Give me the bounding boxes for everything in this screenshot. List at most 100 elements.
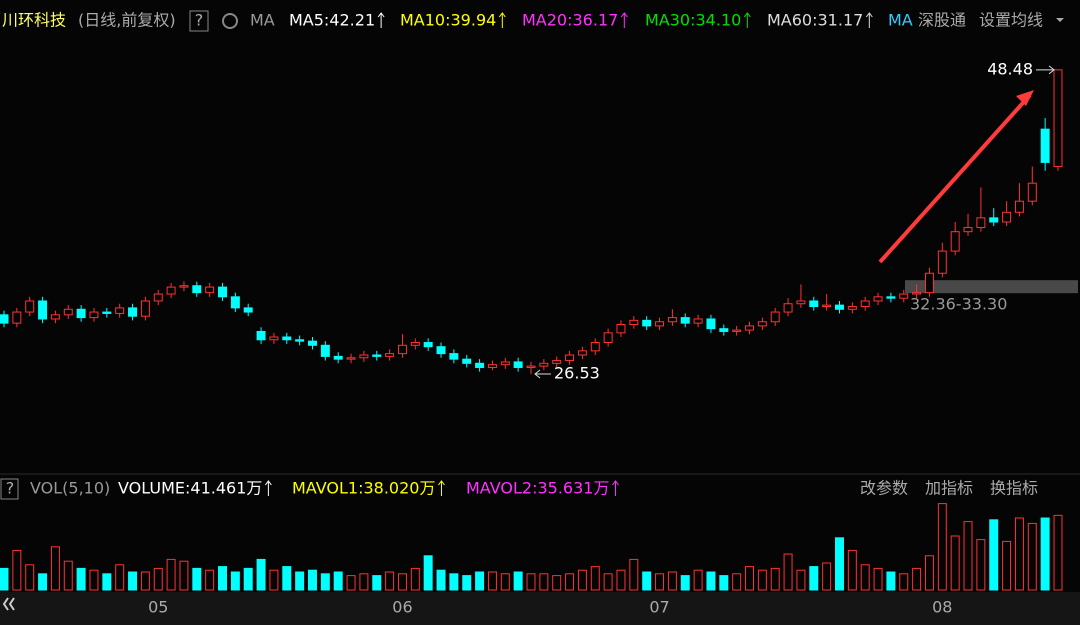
indicator-button[interactable]: 加指标 [925,479,973,498]
candle-body [860,300,870,308]
x-tick-label: 05 [148,598,168,617]
volume-bar [642,571,652,591]
candle-body [603,332,613,344]
volume-bar [500,573,510,591]
volume-bar [115,564,125,591]
candle-body [295,339,305,342]
indicator-button[interactable]: 换指标 [990,479,1038,498]
band-label: 32.36-33.30 [910,295,1007,314]
candle-body [462,358,472,364]
indicator-label: MA10:39.94 [400,11,496,30]
min-label: 26.53 [554,363,600,382]
candle-body [385,353,395,357]
trend-icon [438,480,445,496]
indicator-name: MA [250,11,275,30]
volume-bar [436,569,446,591]
candle-body [732,329,742,332]
volume-bar [989,519,999,591]
candle-body [680,317,690,324]
indicator-button[interactable]: 改参数 [860,479,908,498]
volume-bar [886,571,896,591]
volume-label: MAVOL2:35.631万 [466,479,609,498]
help-box[interactable] [0,478,19,500]
volume-bar [102,573,112,591]
trend-arrow-head [1016,90,1034,106]
candle-body [513,361,523,368]
dropdown-icon[interactable] [1056,18,1064,22]
volume-bar [706,571,716,591]
volume-bar [937,503,947,591]
volume-bar [423,555,433,591]
period: (日线,前复权) [78,11,176,30]
scroll-left[interactable] [2,597,15,611]
candle-body [526,365,536,368]
volume-bar [230,571,240,591]
candle-body [269,336,279,341]
volume-bar [359,573,369,591]
candle-body [1040,128,1050,163]
volume-bar [333,571,343,591]
price-band [905,280,1078,294]
candle-body [950,231,960,252]
candle-body [565,354,575,362]
candle-body [179,285,189,288]
settings-icon[interactable] [222,13,238,29]
candle-body [757,321,767,327]
candle-body [1002,211,1012,223]
candle-body [500,361,510,366]
volume-bar [680,575,690,591]
candle-body [308,340,317,346]
candle-body [796,300,806,305]
candle-body [667,317,677,323]
volume-name: VOL(5,10) [30,479,110,498]
candle-body [539,362,549,367]
volume-bar [924,555,934,591]
volume-bar [192,567,202,591]
volume-bar [205,569,215,591]
volume-bar [513,571,523,591]
volume-bar [1002,540,1012,591]
candle-body [423,342,433,348]
x-tick-label: 07 [649,598,669,617]
volume-bar [346,575,356,591]
candle-body [822,304,832,308]
volume-bar [397,573,407,591]
volume-bar [140,571,150,591]
help[interactable]: ? [6,479,15,498]
candle-body [205,286,215,294]
candle-body [924,272,934,294]
candle-body [487,364,497,368]
candle-body [166,286,176,295]
volume-bar [153,567,163,591]
volume-bar [0,567,9,591]
volume-bar [526,573,536,591]
volume-bar [577,569,587,591]
volume-bar [295,571,305,591]
volume-bar [873,567,883,591]
candle-body [642,319,652,327]
candle-body [899,293,909,299]
volume-bar [590,566,600,591]
candle-body [937,250,947,274]
candle-body [140,300,150,317]
trend-icon [743,12,751,28]
volume-bar [320,573,330,591]
indicator-label: MA60:31.17 [767,11,863,30]
candle-body [372,354,382,357]
settings-button[interactable]: 设置均线 [979,11,1043,30]
help-box[interactable] [189,10,209,32]
candle-body [38,300,48,320]
candle-body [719,328,729,332]
volume-bar [783,553,793,591]
candle-body [153,293,163,302]
max-pointer-head [1048,65,1055,75]
candle-body [873,296,883,302]
candle-body [706,318,716,330]
help[interactable]: ? [195,11,204,30]
candle-body [320,344,330,357]
candle-body [1053,69,1063,168]
max-label: 48.48 [987,59,1033,78]
volume-bar [410,567,420,591]
candle-body [989,217,999,223]
volume-bar [1027,522,1037,591]
